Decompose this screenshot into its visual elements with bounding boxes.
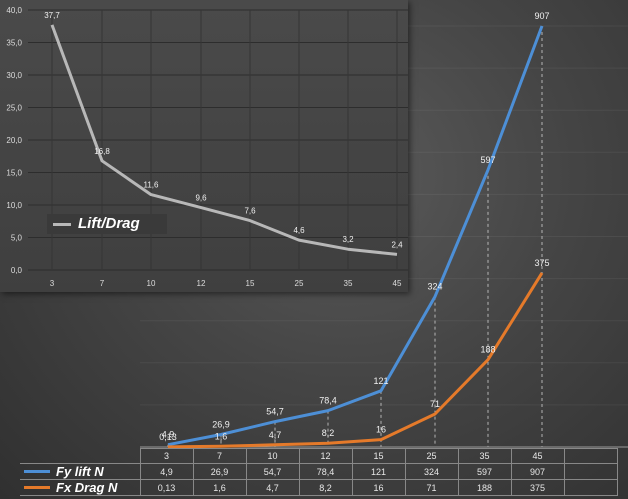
inset-x-tick-label: 3 [50, 279, 55, 288]
inset-y-tick-label: 35,0 [6, 39, 22, 48]
inset-legend-swatch [53, 223, 71, 226]
table-cell: 78,4 [298, 463, 353, 480]
lift-drag-data-label: 11,6 [144, 181, 160, 190]
table-row-lift: Fy lift N 4,9 26,9 54,7 78,4 121 324 597… [20, 463, 618, 480]
drag-swatch [24, 486, 50, 489]
lift-data-label: 78,4 [319, 396, 337, 406]
table-cell: 121 [351, 463, 406, 480]
lift-data-label: 26,9 [212, 420, 230, 430]
table-empty-cell [563, 448, 618, 464]
drag-data-label: 188 [480, 345, 495, 355]
lift-data-label: 4,9 [162, 430, 175, 440]
lift-drag-series-line [50, 24, 398, 256]
table-cell: 597 [457, 463, 512, 480]
table-cell: 188 [457, 479, 512, 496]
lift-drag-data-label: 9,6 [195, 194, 207, 203]
drag-data-label: 1,6 [215, 431, 228, 441]
series-lift-head: Fy lift N [20, 463, 141, 480]
drag-data-label: 8,2 [322, 428, 335, 438]
drag-data-label: 16 [376, 425, 386, 435]
drag-data-label: 4,7 [269, 430, 282, 440]
lift-data-label: 54,7 [266, 407, 284, 417]
inset-y-tick-label: 10,0 [6, 201, 22, 210]
table-cell: 1,6 [192, 479, 247, 496]
table-cell: 0,13 [139, 479, 194, 496]
inset-x-tick-label: 12 [197, 279, 206, 288]
drag-data-label: 71 [430, 399, 440, 409]
inset-x-tick-label: 45 [393, 279, 402, 288]
table-header-cell: 10 [245, 448, 300, 464]
lift-data-label: 907 [534, 11, 549, 21]
table-header-cell: 45 [510, 448, 565, 464]
data-table: 3 7 10 12 15 25 35 45 Fy lift N 4,9 26,9… [20, 448, 618, 496]
table-empty-cell [563, 479, 618, 496]
lift-drag-data-label: 2,4 [391, 240, 403, 249]
lift-series-line [167, 25, 544, 447]
table-cell: 375 [510, 479, 565, 496]
lift-drag-data-label: 3,2 [342, 235, 354, 244]
table-header-cell: 15 [351, 448, 406, 464]
lift-data-label: 121 [373, 376, 388, 386]
lift-data-label: 324 [427, 282, 442, 292]
inset-y-tick-label: 30,0 [6, 71, 22, 80]
series-drag-head: Fx Drag N [20, 479, 141, 496]
table-corner [20, 449, 140, 464]
table-cell: 8,2 [298, 479, 353, 496]
lift-drag-data-label: 16,8 [94, 147, 110, 156]
inset-y-tick-label: 5,0 [11, 234, 23, 243]
table-empty-cell [563, 463, 618, 480]
lift-drag-inset-chart: 0,0 5,0 10,0 15,0 20,0 25,0 30,0 35,0 40,0 3 7 10 12… [0, 0, 408, 292]
inset-y-tick-label: 25,0 [6, 104, 22, 113]
table-cell: 907 [510, 463, 565, 480]
inset-y-tick-label: 0,0 [11, 266, 23, 275]
lift-drag-data-label: 7,6 [244, 207, 256, 216]
inset-x-tick-label: 10 [147, 279, 156, 288]
table-cell: 4,7 [245, 479, 300, 496]
table-cell: 71 [404, 479, 459, 496]
table-header-cell: 12 [298, 448, 353, 464]
lift-drag-data-label: 4,6 [293, 226, 305, 235]
table-header-cell: 3 [139, 448, 194, 464]
inset-legend: Lift/Drag [47, 214, 167, 234]
drag-data-label: 0,13 [159, 432, 177, 442]
drag-data-label: 375 [534, 258, 549, 268]
table-header-cell: 35 [457, 448, 512, 464]
inset-y-tick-label: 15,0 [6, 169, 22, 178]
inset-y-tick-label: 20,0 [6, 136, 22, 145]
table-header-cell: 7 [192, 448, 247, 464]
inset-x-tick-label: 7 [100, 279, 105, 288]
table-cell: 26,9 [192, 463, 247, 480]
lift-data-label: 597 [480, 155, 495, 165]
table-cell: 4,9 [139, 463, 194, 480]
table-row-drag: Fx Drag N 0,13 1,6 4,7 8,2 16 71 188 375 [20, 479, 618, 496]
table-cell: 54,7 [245, 463, 300, 480]
inset-y-tick-label: 40,0 [6, 6, 22, 15]
drag-series-line [167, 272, 544, 449]
table-cell: 16 [351, 479, 406, 496]
inset-x-tick-label: 35 [344, 279, 353, 288]
series-lift-label: Fy lift N [56, 464, 104, 479]
table-cell: 324 [404, 463, 459, 480]
table-header-cell: 25 [404, 448, 459, 464]
inset-x-tick-label: 25 [295, 279, 304, 288]
lift-swatch [24, 470, 50, 473]
inset-x-tick-label: 15 [246, 279, 255, 288]
lift-drag-data-label: 37,7 [44, 11, 60, 20]
table-row-header: 3 7 10 12 15 25 35 45 [20, 448, 618, 464]
series-drag-label: Fx Drag N [56, 480, 118, 495]
inset-legend-label: Lift/Drag [78, 215, 140, 232]
